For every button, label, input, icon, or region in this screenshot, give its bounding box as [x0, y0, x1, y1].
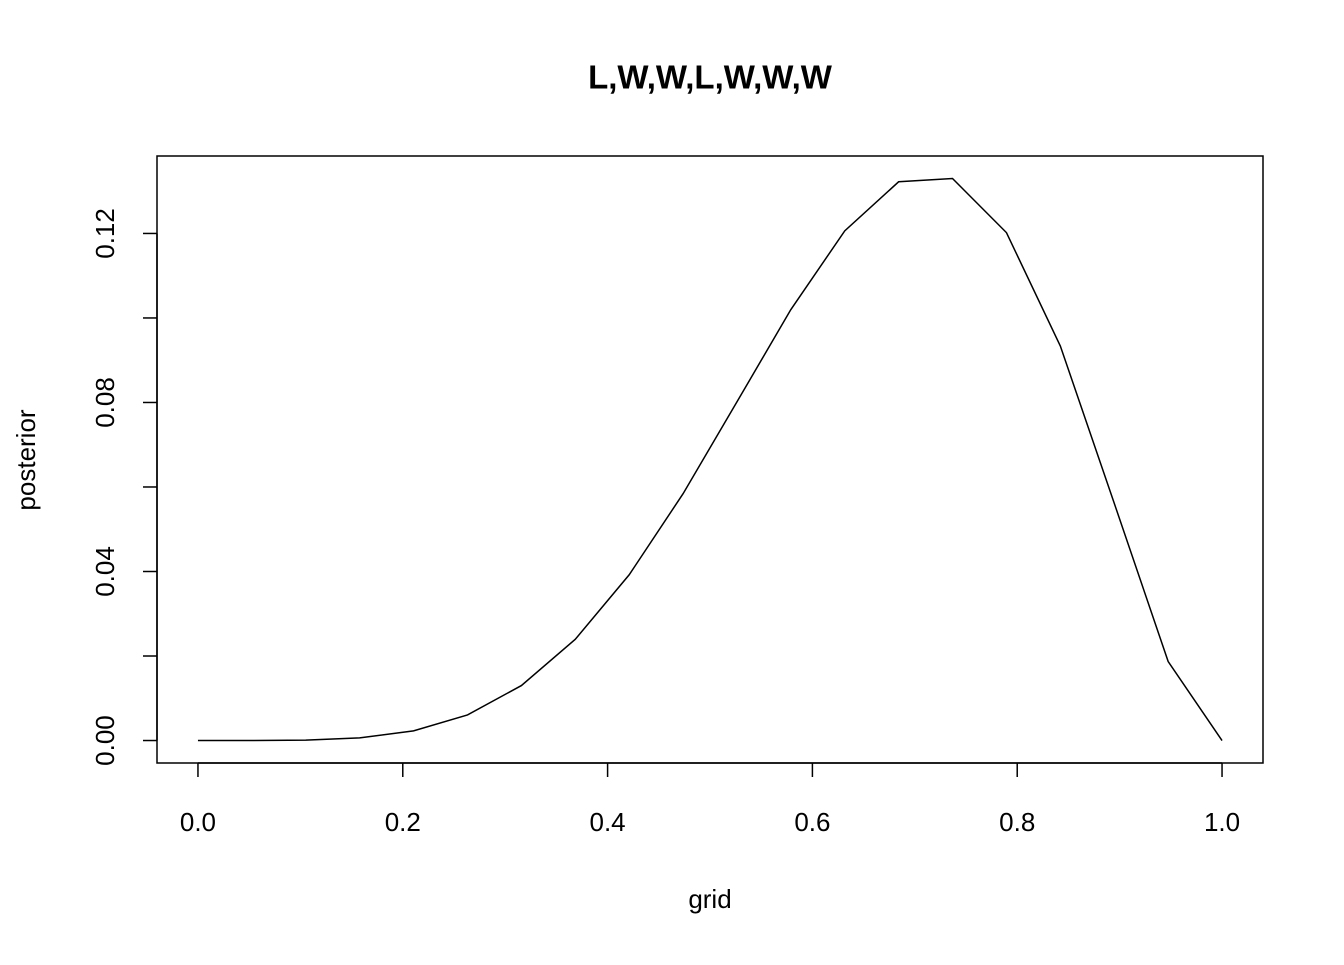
- y-tick-label: 0.12: [90, 208, 120, 259]
- x-tick-label: 0.8: [999, 807, 1035, 837]
- x-axis-label: grid: [688, 884, 731, 914]
- x-tick-label: 0.4: [590, 807, 626, 837]
- x-tick-label: 0.0: [180, 807, 216, 837]
- chart-title: L,W,W,L,W,W,W: [588, 59, 833, 96]
- plot-frame: [156, 155, 1264, 764]
- y-tick-label: 0.04: [90, 546, 120, 597]
- x-tick-label: 1.0: [1204, 807, 1240, 837]
- x-tick-label: 0.2: [385, 807, 421, 837]
- y-tick-label: 0.00: [90, 715, 120, 766]
- data-line: [197, 177, 1223, 742]
- y-axis-label: posterior: [11, 409, 41, 510]
- x-tick-label: 0.6: [794, 807, 830, 837]
- y-tick-label: 0.08: [90, 377, 120, 428]
